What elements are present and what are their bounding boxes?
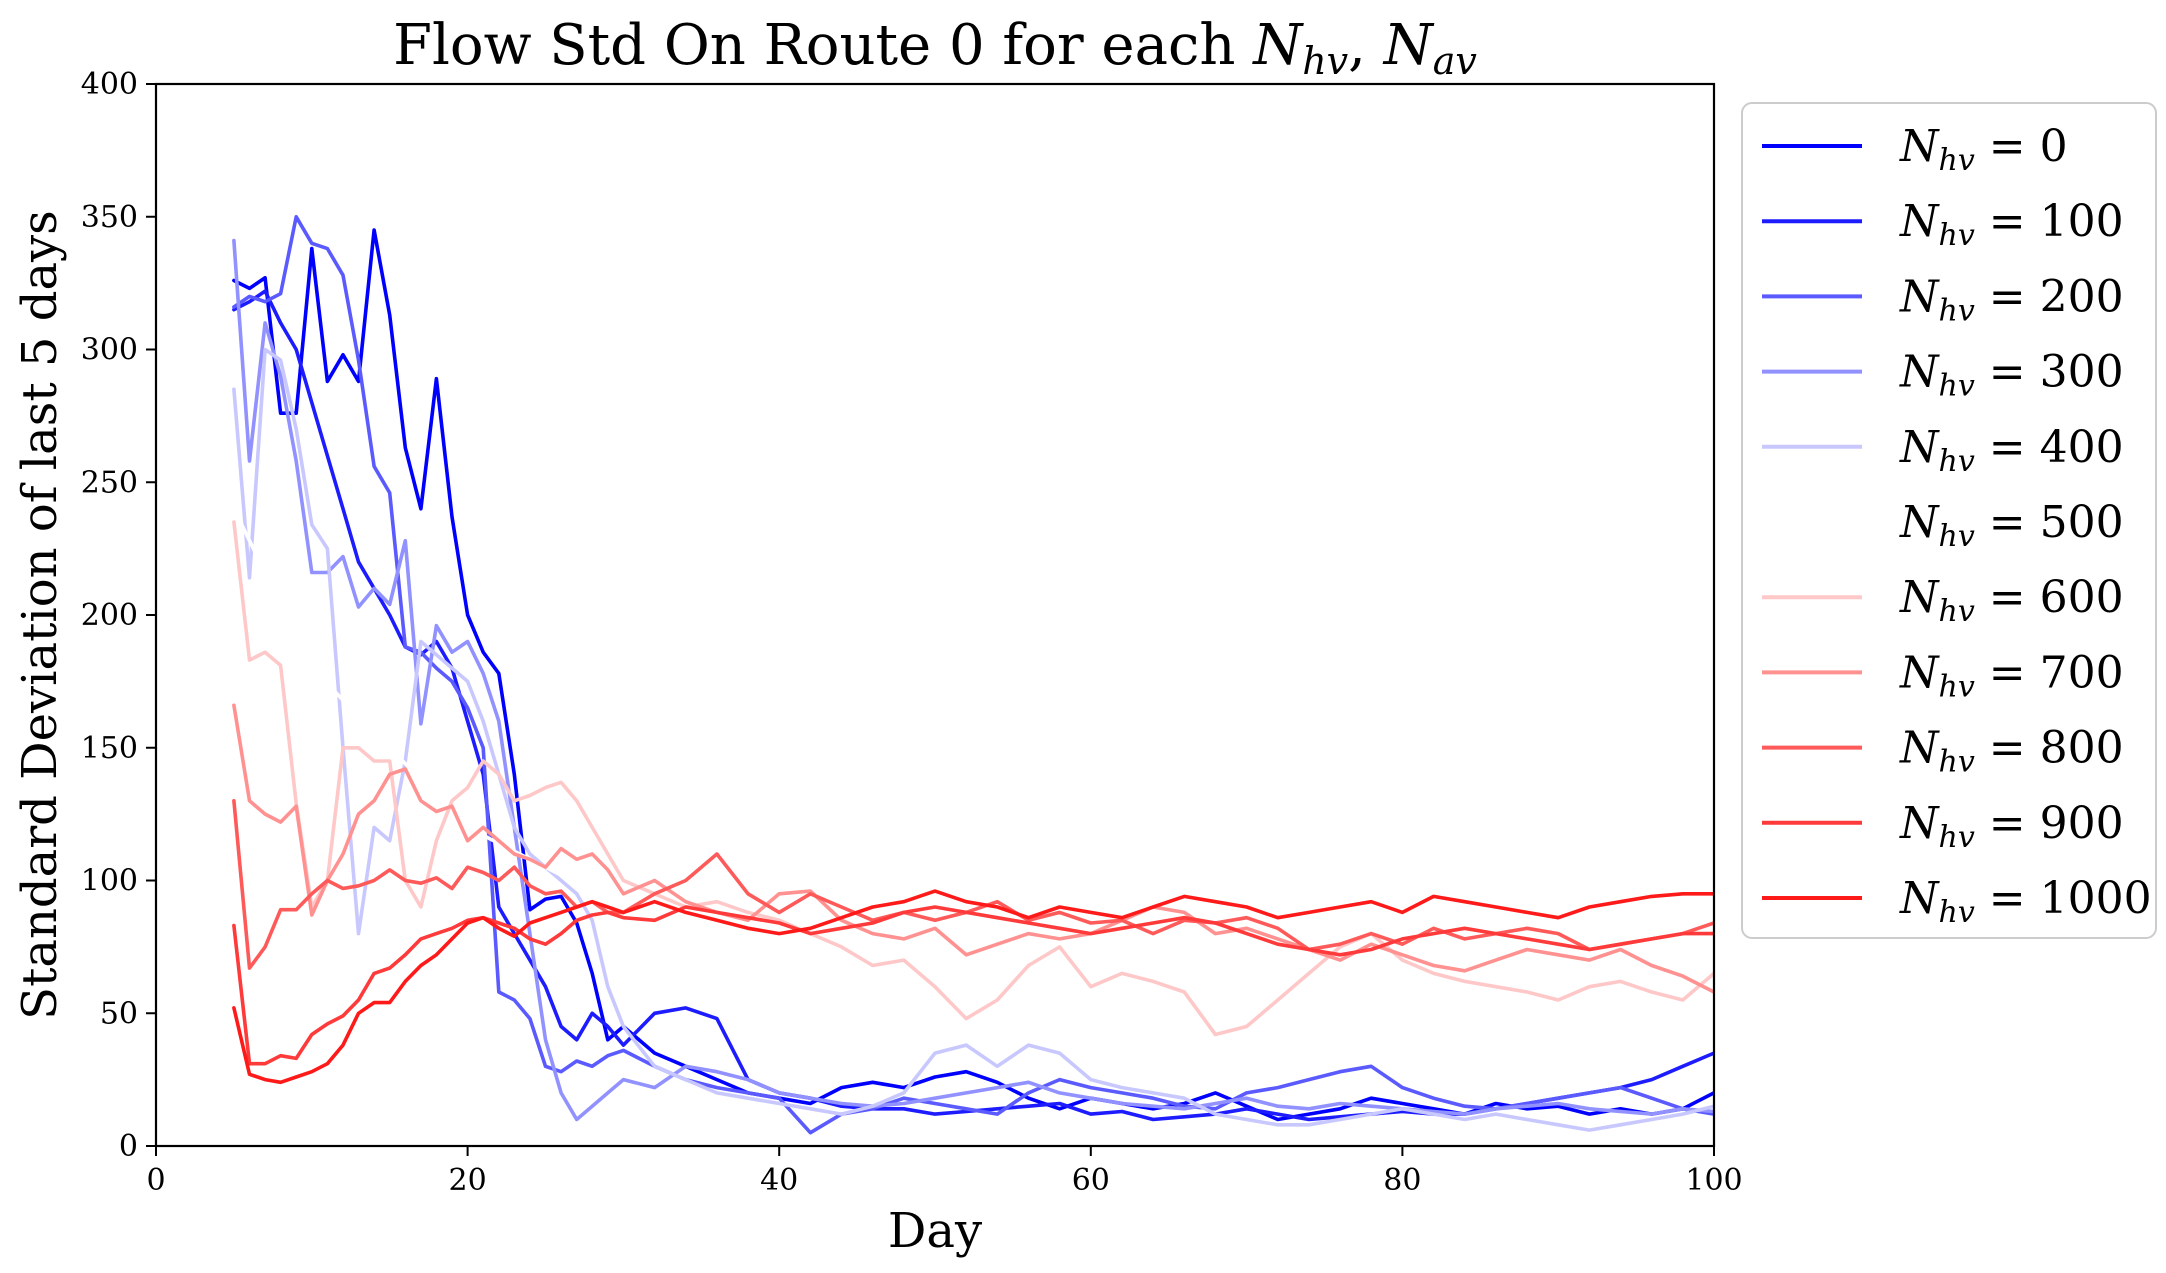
chart-title-text: Flow Std On Route 0 for each Nhv​, Nav​ (393, 13, 1477, 83)
legend-entry: Nhv = 400 (1762, 422, 2124, 479)
series-line-1 (232, 289, 1714, 1122)
legend-entry: Nhv = 0 (1762, 121, 2068, 178)
series-line-8 (232, 798, 1714, 970)
y-axis-label: Standard Deviation of last 5 days (12, 210, 68, 1020)
series-line-10 (232, 889, 1714, 1085)
x-axis-ticks: 0 20 40 60 80 100 (146, 1146, 1743, 1198)
series-line-6 (232, 520, 1714, 1037)
y-tick-label: 250 (81, 465, 138, 500)
legend-label: Nhv = 300 (1899, 347, 2124, 404)
x-tick-label: 100 (1685, 1163, 1742, 1198)
legend-label: Nhv = 100 (1899, 196, 2124, 253)
legend-box (1741, 102, 2157, 939)
legend-label: Nhv = 1000 (1899, 873, 2152, 930)
legend-label: Nhv = 500 (1899, 497, 2124, 554)
legend: Nhv = 0 Nhv = 100 Nhv = 200 Nhv = 300 Nhv = … (1741, 102, 2157, 939)
x-tick-label: 80 (1383, 1163, 1421, 1198)
y-tick-label: 150 (81, 731, 138, 766)
legend-entry: Nhv = 300 (1762, 347, 2124, 404)
legend-entry: Nhv = 100 (1762, 196, 2124, 253)
legend-entry: Nhv = 900 (1762, 798, 2124, 855)
series-line-9 (232, 905, 1714, 1066)
legend-entry: Nhv = 1000 (1762, 873, 2152, 930)
y-axis-ticks: 0 50 100 150 200 250 300 350 400 (81, 67, 156, 1164)
legend-label: Nhv = 0 (1899, 121, 2068, 178)
legend-label: Nhv = 700 (1899, 647, 2124, 704)
series-layer (232, 215, 1714, 1135)
legend-entry: Nhv = 700 (1762, 647, 2124, 704)
legend-label: Nhv = 900 (1899, 798, 2124, 855)
x-tick-label: 40 (760, 1163, 798, 1198)
legend-entry: Nhv = 500 (1762, 497, 2124, 554)
y-tick-label: 300 (81, 333, 138, 368)
chart-title: Flow Std On Route 0 for each Nhv​, Nav​ (393, 13, 1477, 83)
legend-label: Nhv = 800 (1899, 723, 2124, 780)
legend-entry: Nhv = 600 (1762, 572, 2124, 629)
series-line-4 (232, 347, 1714, 1132)
legend-label: Nhv = 400 (1899, 422, 2124, 479)
x-tick-label: 20 (449, 1163, 487, 1198)
series-line-2 (232, 215, 1714, 1135)
y-tick-label: 100 (81, 864, 138, 899)
legend-label: Nhv = 600 (1899, 572, 2124, 629)
y-tick-label: 50 (100, 996, 138, 1031)
y-tick-label: 200 (81, 598, 138, 633)
series-line-7 (232, 703, 1714, 994)
y-tick-label: 350 (81, 200, 138, 235)
x-tick-label: 60 (1072, 1163, 1110, 1198)
y-tick-label: 0 (119, 1129, 138, 1164)
y-tick-label: 400 (81, 67, 138, 102)
x-axis-label: Day (888, 1203, 982, 1259)
legend-label: Nhv = 200 (1899, 271, 2124, 328)
legend-entry: Nhv = 200 (1762, 271, 2124, 328)
legend-entry: Nhv = 800 (1762, 723, 2124, 780)
x-tick-label: 0 (146, 1163, 165, 1198)
